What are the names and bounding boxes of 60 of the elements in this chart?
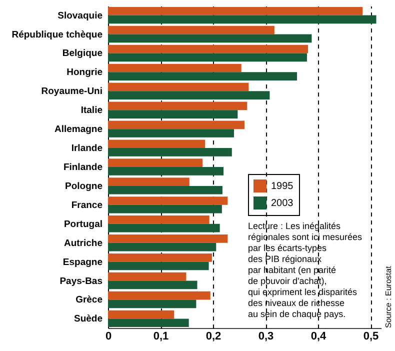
y-tick-label: Royaume-Uni [41, 86, 102, 98]
bar [108, 53, 307, 62]
bar [108, 272, 186, 281]
x-tick-label: 0,2 [206, 330, 222, 342]
bar [108, 91, 270, 100]
y-tick-label: Grèce [76, 294, 102, 306]
x-tick-label: 0,3 [258, 330, 274, 342]
bar [108, 253, 212, 262]
bar [108, 158, 202, 167]
y-tick-label: Allemagne [54, 124, 102, 136]
bar [108, 64, 242, 72]
legend-label: 1995 [271, 181, 294, 192]
bar [108, 262, 209, 270]
y-tick-label: République tchèque [12, 29, 102, 40]
y-tick-label: Slovaquie [58, 10, 102, 22]
bar [108, 280, 198, 290]
bar [108, 196, 228, 205]
bar [108, 82, 249, 92]
bar [108, 291, 210, 300]
bar [108, 242, 216, 252]
bar [108, 224, 220, 232]
y-tick-label: Portugal [64, 218, 102, 230]
x-tick-label: 0 [105, 330, 112, 342]
y-tick-label: Suède [74, 314, 102, 325]
bar [108, 26, 274, 34]
bar [108, 310, 174, 319]
y-tick-label: Pologne [65, 180, 102, 192]
y-tick-label: Espagne [62, 256, 102, 268]
bar [108, 178, 190, 186]
bar [108, 148, 232, 156]
bar [108, 102, 248, 110]
x-tick-label: 0,5 [363, 330, 379, 342]
x-tick-label: 0,1 [153, 330, 169, 342]
bar [108, 34, 312, 43]
legend-label: 2003 [271, 198, 294, 209]
bar [108, 15, 376, 24]
bar [108, 300, 196, 308]
y-tick-label: Italie [80, 105, 102, 116]
x-tick-label: 0,4 [310, 330, 328, 342]
bar [108, 318, 189, 328]
bar [108, 44, 308, 54]
bar [108, 204, 222, 214]
bar [108, 186, 222, 194]
bar [108, 140, 206, 148]
y-tick-label: Belgique [62, 48, 102, 60]
y-tick-label: Irlande [71, 143, 102, 154]
bar [108, 167, 224, 176]
bar [108, 234, 228, 243]
y-tick-label: France [71, 200, 102, 211]
bar [108, 120, 244, 130]
y-tick-label: Finlande [63, 162, 102, 173]
y-tick-label: Autriche [64, 238, 102, 249]
bar [108, 129, 234, 138]
y-tick-label: Pays-Bas [60, 276, 102, 287]
y-tick-label: Hongrie [66, 67, 102, 78]
bar [108, 6, 363, 16]
bar [108, 72, 297, 81]
bar [108, 216, 210, 224]
bar [108, 110, 238, 118]
source-note: Source : Eurostat [384, 265, 393, 328]
